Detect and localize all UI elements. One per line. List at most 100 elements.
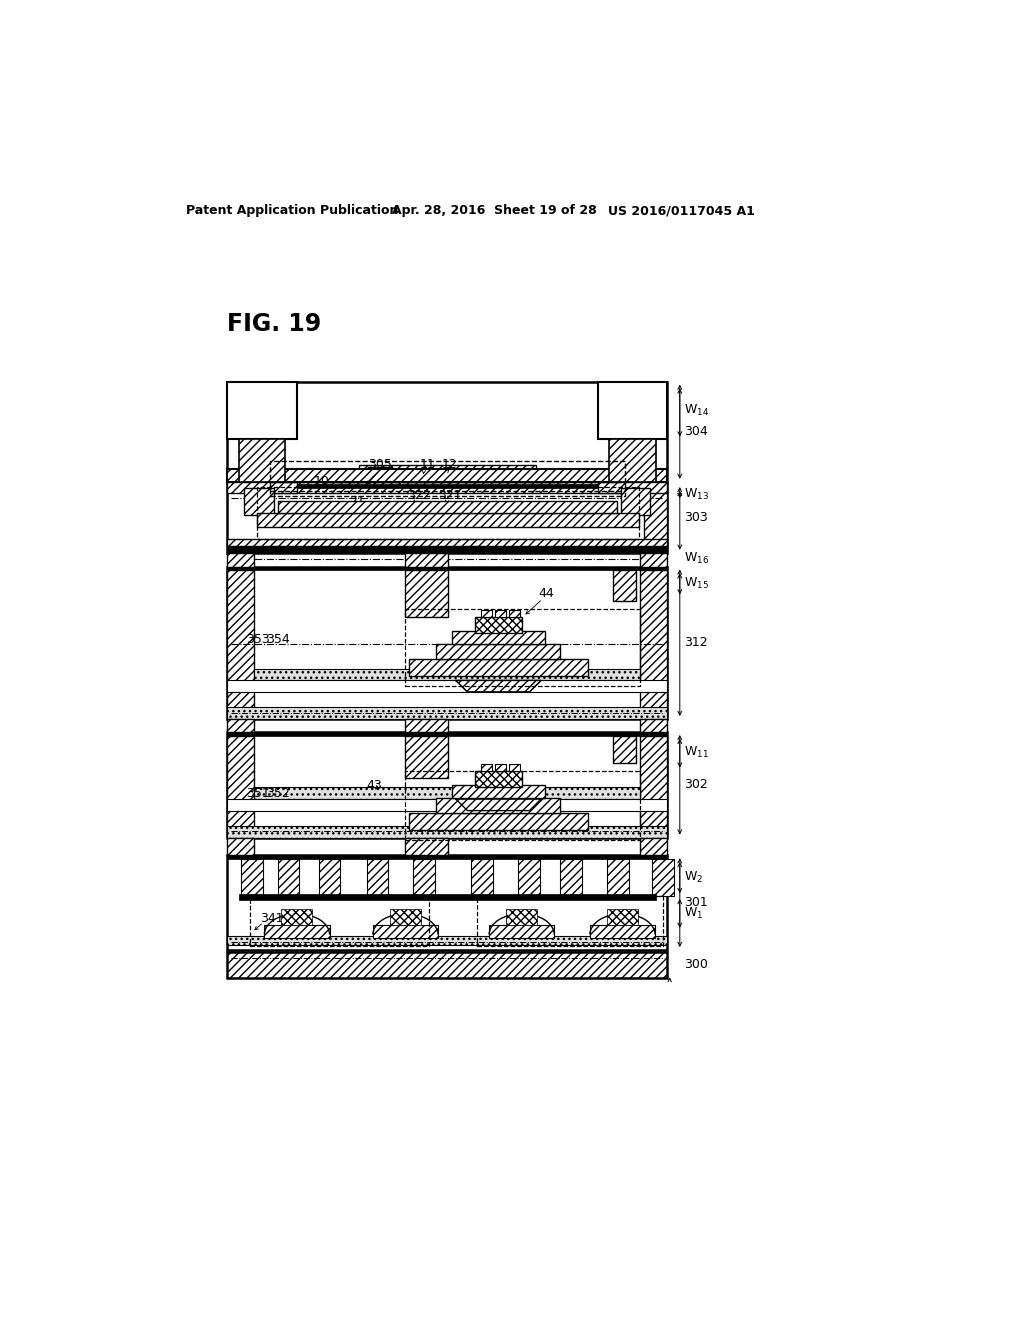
- Text: 341: 341: [260, 912, 284, 925]
- Text: 300: 300: [684, 958, 709, 972]
- Text: 43: 43: [367, 779, 382, 792]
- Bar: [264, 925, 330, 937]
- Text: W$_{15}$: W$_{15}$: [684, 576, 710, 591]
- Polygon shape: [456, 799, 541, 810]
- Bar: [251, 896, 429, 946]
- Text: 21: 21: [349, 495, 365, 508]
- Text: 10: 10: [314, 475, 330, 488]
- Bar: [227, 553, 254, 566]
- Text: W$_{16}$: W$_{16}$: [684, 552, 710, 566]
- Bar: [270, 482, 625, 491]
- Bar: [410, 659, 588, 676]
- Bar: [406, 737, 449, 779]
- Bar: [227, 826, 668, 838]
- Bar: [475, 771, 521, 787]
- Bar: [270, 461, 625, 496]
- Bar: [621, 488, 650, 515]
- Text: 12: 12: [442, 458, 458, 471]
- Bar: [328, 473, 566, 482]
- Bar: [509, 763, 520, 771]
- Text: 302: 302: [684, 777, 709, 791]
- Bar: [390, 909, 421, 925]
- Bar: [254, 788, 640, 799]
- Bar: [227, 733, 668, 737]
- Text: 352: 352: [266, 787, 290, 800]
- Bar: [509, 610, 520, 618]
- Bar: [640, 838, 668, 855]
- Bar: [239, 440, 286, 482]
- Text: 304: 304: [684, 425, 709, 438]
- Text: FIG. 19: FIG. 19: [227, 312, 322, 337]
- Bar: [489, 925, 554, 937]
- Bar: [481, 763, 493, 771]
- Bar: [644, 484, 668, 553]
- Bar: [609, 440, 655, 482]
- Text: W$_{13}$: W$_{13}$: [684, 487, 710, 502]
- Bar: [452, 631, 545, 644]
- Bar: [367, 859, 388, 896]
- Bar: [471, 859, 493, 896]
- Bar: [227, 936, 668, 945]
- Bar: [406, 609, 640, 686]
- Bar: [607, 859, 629, 896]
- Bar: [410, 813, 588, 830]
- Bar: [640, 482, 668, 484]
- Text: Patent Application Publication: Patent Application Publication: [186, 205, 398, 218]
- Bar: [227, 855, 668, 950]
- Bar: [241, 859, 263, 896]
- Bar: [590, 925, 655, 937]
- Bar: [227, 482, 297, 492]
- Bar: [282, 909, 312, 925]
- Bar: [598, 482, 668, 492]
- Bar: [481, 610, 493, 618]
- Bar: [452, 785, 545, 797]
- Bar: [640, 719, 668, 733]
- Bar: [406, 771, 640, 840]
- Bar: [406, 719, 449, 733]
- Text: 303: 303: [684, 511, 709, 524]
- Bar: [518, 859, 540, 896]
- Bar: [227, 381, 668, 482]
- Bar: [227, 546, 668, 553]
- Bar: [406, 838, 449, 855]
- Text: 321: 321: [438, 490, 462, 502]
- Text: 353: 353: [246, 634, 269, 647]
- Bar: [613, 737, 636, 763]
- Bar: [227, 484, 668, 488]
- Polygon shape: [456, 681, 541, 692]
- Bar: [227, 566, 668, 719]
- Bar: [477, 896, 663, 946]
- Bar: [254, 669, 640, 681]
- Bar: [239, 894, 655, 900]
- Bar: [640, 570, 668, 719]
- Text: US 2016/0117045 A1: US 2016/0117045 A1: [608, 205, 756, 218]
- Text: 351: 351: [246, 787, 269, 800]
- Bar: [227, 470, 668, 482]
- Bar: [496, 610, 506, 618]
- Bar: [436, 797, 560, 813]
- Bar: [227, 681, 668, 692]
- Bar: [227, 855, 668, 859]
- Text: 354: 354: [266, 634, 290, 647]
- Bar: [245, 488, 273, 515]
- Bar: [414, 859, 435, 896]
- Bar: [227, 733, 668, 838]
- Text: 322: 322: [407, 490, 431, 502]
- Text: Apr. 28, 2016  Sheet 19 of 28: Apr. 28, 2016 Sheet 19 of 28: [391, 205, 596, 218]
- Bar: [227, 838, 254, 855]
- Bar: [227, 484, 668, 553]
- Bar: [359, 465, 536, 473]
- Text: W$_{14}$: W$_{14}$: [684, 403, 710, 417]
- Bar: [496, 763, 506, 771]
- Bar: [227, 566, 668, 570]
- Bar: [227, 539, 668, 546]
- Text: 44: 44: [539, 587, 555, 601]
- Bar: [278, 502, 617, 513]
- Bar: [560, 859, 583, 896]
- Bar: [506, 909, 538, 925]
- Polygon shape: [456, 799, 541, 810]
- Bar: [598, 381, 668, 440]
- Polygon shape: [456, 681, 541, 692]
- Text: 11: 11: [420, 458, 435, 471]
- Bar: [607, 909, 638, 925]
